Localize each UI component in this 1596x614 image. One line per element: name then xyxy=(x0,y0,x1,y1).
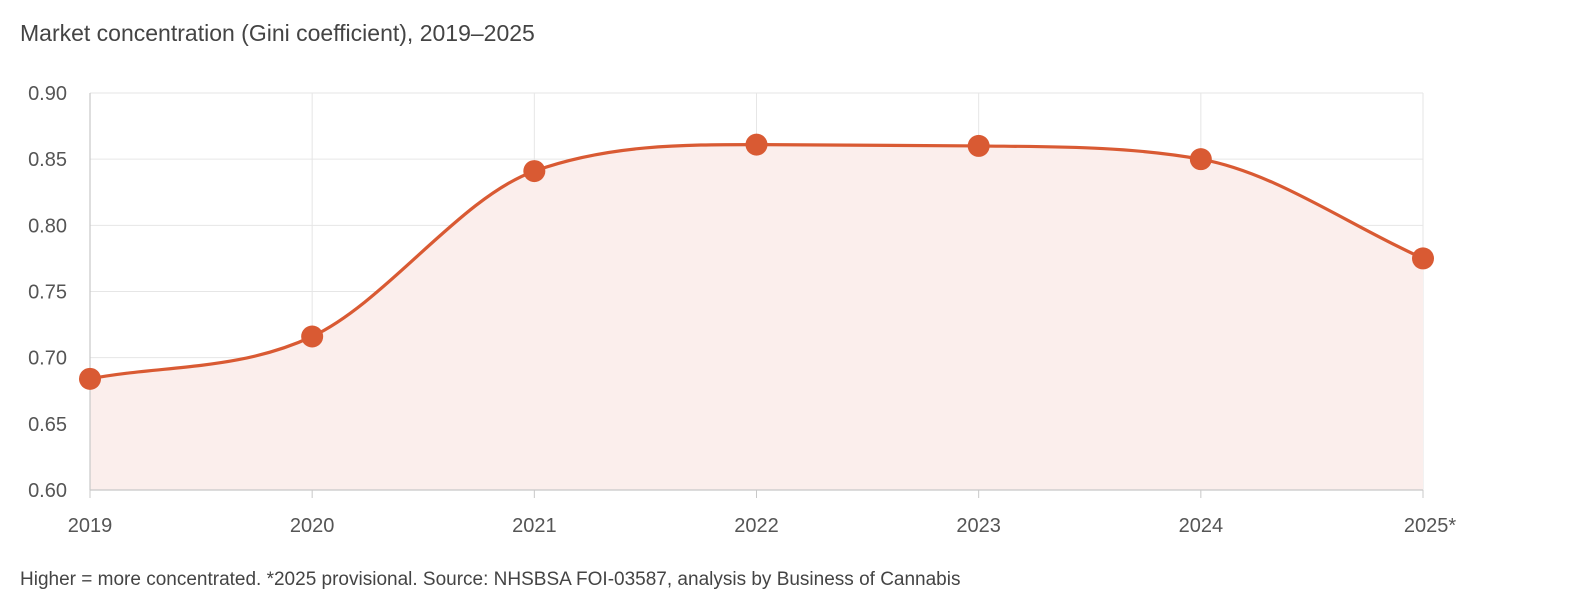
x-tick-label: 2025* xyxy=(1404,515,1456,537)
area-series xyxy=(90,144,1423,491)
x-tick-label: 2024 xyxy=(1179,515,1224,537)
y-tick-label: 0.65 xyxy=(28,414,67,436)
data-point-2022 xyxy=(745,133,768,156)
x-tick-label: 2022 xyxy=(734,515,779,537)
data-point-2023 xyxy=(967,134,990,157)
data-point-2019 xyxy=(79,367,101,390)
data-point-2025 xyxy=(1412,247,1434,270)
x-tick-label: 2019 xyxy=(68,515,113,537)
area-fill xyxy=(90,144,1423,491)
x-tick-label: 2021 xyxy=(512,515,557,537)
data-points xyxy=(79,133,1434,390)
y-tick-label: 0.85 xyxy=(28,149,67,171)
x-tick-label: 2020 xyxy=(290,515,335,537)
x-tick-label: 2023 xyxy=(956,515,1001,537)
y-tick-label: 0.70 xyxy=(28,348,67,370)
data-point-2020 xyxy=(301,325,324,348)
data-point-2021 xyxy=(523,160,546,183)
chart-caption: Higher = more concentrated. *2025 provis… xyxy=(20,569,961,590)
y-tick-label: 0.60 xyxy=(28,480,67,502)
data-point-2024 xyxy=(1189,148,1212,171)
axes xyxy=(89,93,1424,498)
y-tick-label: 0.80 xyxy=(28,215,67,237)
y-tick-label: 0.75 xyxy=(28,282,67,304)
chart-title: Market concentration (Gini coefficient),… xyxy=(20,20,535,46)
y-tick-label: 0.90 xyxy=(28,83,67,105)
